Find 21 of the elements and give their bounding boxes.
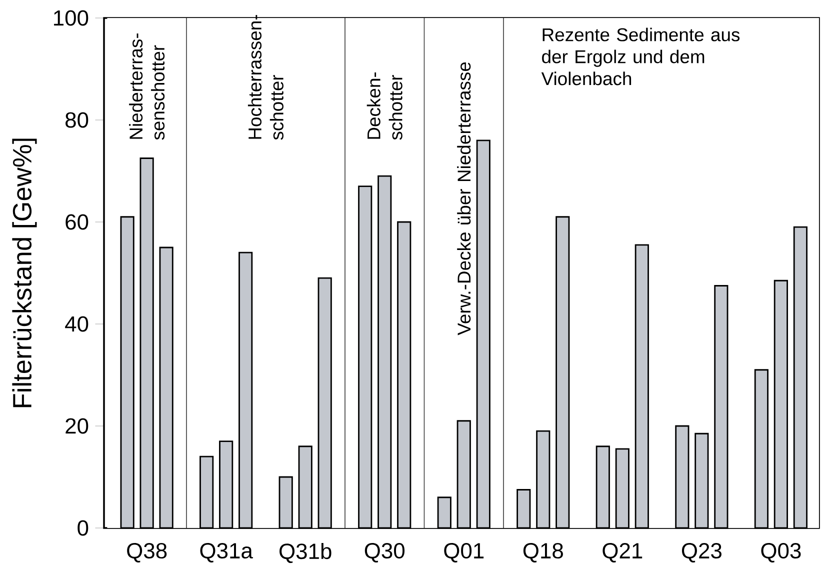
- y-tick-label: 0: [78, 520, 88, 536]
- band-label: Verw.-Decke über Niederterrasse: [457, 62, 471, 336]
- x-tick-label: Q38: [127, 542, 167, 562]
- x-tick-label: Q31b: [280, 542, 332, 564]
- x-tick-label: Q23: [682, 542, 722, 562]
- y-tick-label: 80: [66, 112, 88, 128]
- y-tick-label: 40: [65, 316, 88, 332]
- x-tick-label: Q03: [761, 542, 801, 562]
- x-tick-label: Q21: [602, 542, 642, 562]
- x-tick-label: Q31a: [200, 542, 253, 562]
- band-label: Rezente Sedimente aus der Ergolz und dem Violenbach: [541, 28, 740, 86]
- x-tick-label: Q01: [444, 542, 484, 562]
- y-axis-title: Filterrückstand [Gew%]: [12, 138, 37, 408]
- x-tick-label: Q30: [364, 542, 405, 562]
- y-tick-label: 100: [54, 10, 88, 26]
- band-label: Niederterras- senschotter: [129, 33, 165, 140]
- x-tick-label: Q18: [523, 542, 563, 562]
- band-label: Hochterrassen- schotter: [248, 15, 284, 140]
- y-tick-label: 20: [66, 418, 88, 434]
- band-label: Decken- schotter: [366, 72, 402, 140]
- y-tick-label: 60: [66, 214, 88, 230]
